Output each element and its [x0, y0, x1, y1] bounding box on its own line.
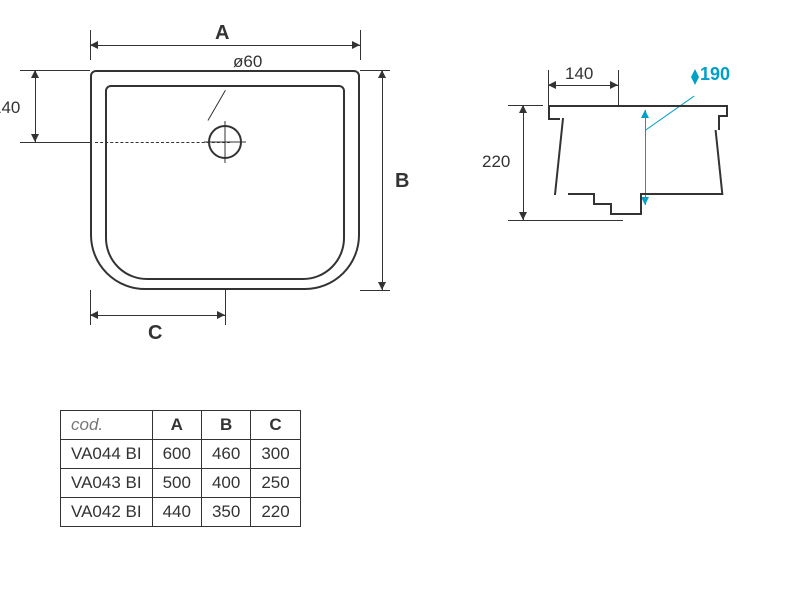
- dim-drain: ø60: [233, 52, 262, 72]
- sec-dim-140: 140: [565, 64, 593, 84]
- plan-view: A 140 B C ø60: [60, 30, 390, 350]
- table-row: VA042 BI 440 350 220: [61, 498, 301, 527]
- codes-table: cod. A B C VA044 BI 600 460 300 VA043 BI…: [60, 410, 301, 527]
- section-view: 140 190 220: [490, 70, 770, 270]
- cell-A: 440: [152, 498, 201, 527]
- basin-inner: [105, 85, 345, 280]
- cell-A: 600: [152, 440, 201, 469]
- cell-B: 460: [201, 440, 250, 469]
- dim-A: A: [215, 22, 229, 45]
- th-code: cod.: [61, 411, 153, 440]
- cell-C: 300: [251, 440, 300, 469]
- th-B: B: [201, 411, 250, 440]
- cell-C: 220: [251, 498, 300, 527]
- drain-icon: [208, 125, 242, 159]
- dim-C: C: [148, 322, 162, 345]
- sec-dim-190: 190: [700, 64, 730, 85]
- dim-140: 140: [0, 98, 20, 118]
- cell-code: VA043 BI: [61, 469, 153, 498]
- cell-B: 400: [201, 469, 250, 498]
- cell-code: VA042 BI: [61, 498, 153, 527]
- dim-B: B: [395, 170, 409, 193]
- cell-code: VA044 BI: [61, 440, 153, 469]
- sec-dim-220: 220: [482, 152, 510, 172]
- cell-B: 350: [201, 498, 250, 527]
- th-A: A: [152, 411, 201, 440]
- table-row: VA043 BI 500 400 250: [61, 469, 301, 498]
- cell-C: 250: [251, 469, 300, 498]
- th-C: C: [251, 411, 300, 440]
- table-row: VA044 BI 600 460 300: [61, 440, 301, 469]
- table-header: cod. A B C: [61, 411, 301, 440]
- page: A 140 B C ø60: [0, 0, 800, 600]
- cell-A: 500: [152, 469, 201, 498]
